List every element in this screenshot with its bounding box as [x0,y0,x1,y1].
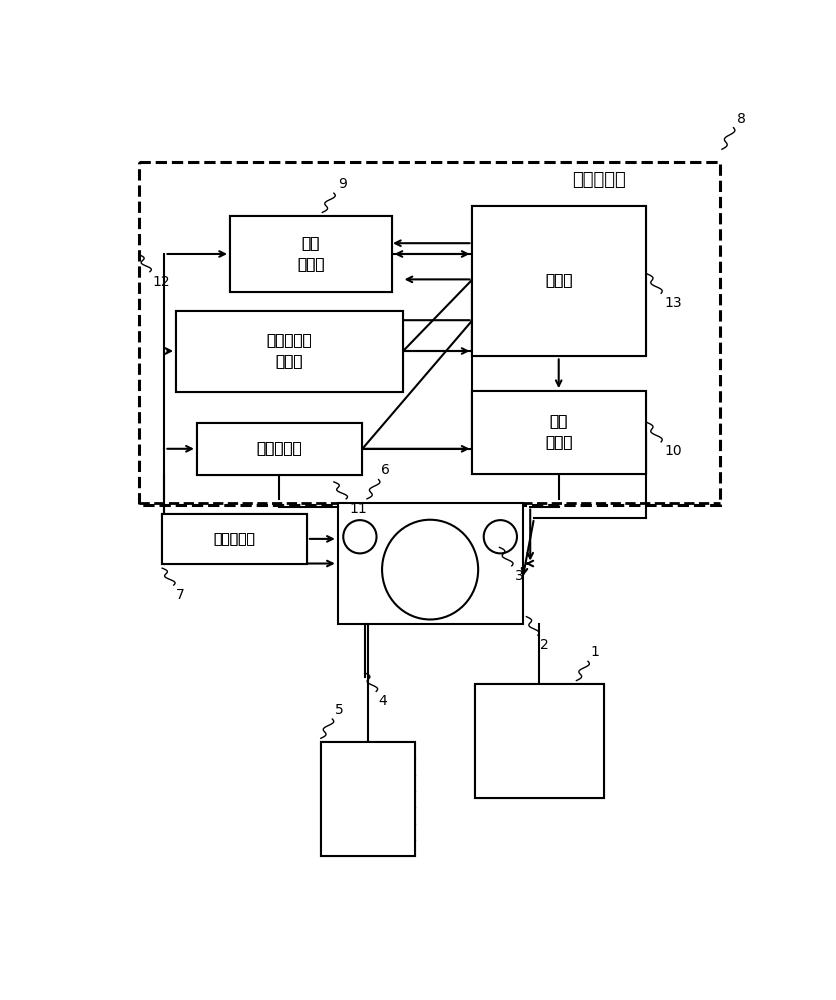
Ellipse shape [381,520,477,619]
Circle shape [483,520,517,553]
Text: 7: 7 [176,588,185,602]
Bar [196,423,362,475]
Bar [474,684,604,798]
Text: 2: 2 [539,638,548,652]
Text: 检测部: 检测部 [544,273,572,288]
Text: 间隙检测器: 间隙检测器 [256,441,302,456]
Text: 8: 8 [737,112,746,126]
Bar [472,391,645,474]
Text: 12: 12 [152,275,170,289]
Circle shape [343,520,376,553]
Text: 10: 10 [664,444,681,458]
Text: 不平衡转矩
检测器: 不平衡转矩 检测器 [266,333,312,369]
Text: 间隙检测器: 间隙检测器 [256,441,302,456]
Text: 电机
控制部: 电机 控制部 [544,415,572,451]
Text: 制动
控制部: 制动 控制部 [297,236,324,272]
Text: 不平衡转矩
检测器: 不平衡转矩 检测器 [266,333,312,369]
Bar [196,423,362,475]
Bar [176,311,403,392]
Text: 6: 6 [380,463,390,477]
Text: 4: 4 [378,694,387,708]
Text: 检测部: 检测部 [544,273,572,288]
Text: 旋转检测器: 旋转检测器 [213,532,255,546]
Text: 5: 5 [334,703,343,717]
Bar [472,391,645,474]
Bar [230,216,391,292]
Text: 9: 9 [337,177,346,191]
Text: 旋转检测器: 旋转检测器 [213,532,255,546]
Bar [474,684,604,798]
Text: 状态监视部: 状态监视部 [572,171,625,189]
Bar [320,742,414,856]
Bar [162,514,307,564]
Bar [176,311,403,392]
Bar [472,206,645,356]
Text: 13: 13 [664,296,681,310]
Text: 1: 1 [589,645,599,659]
Text: 制动
控制部: 制动 控制部 [297,236,324,272]
Text: 11: 11 [349,502,366,516]
Bar [230,216,391,292]
Text: 3: 3 [514,569,523,583]
Bar [320,742,414,856]
Bar [472,206,645,356]
Bar [139,162,720,505]
Text: 电机
控制部: 电机 控制部 [544,415,572,451]
Bar [337,503,522,624]
Bar [162,514,307,564]
